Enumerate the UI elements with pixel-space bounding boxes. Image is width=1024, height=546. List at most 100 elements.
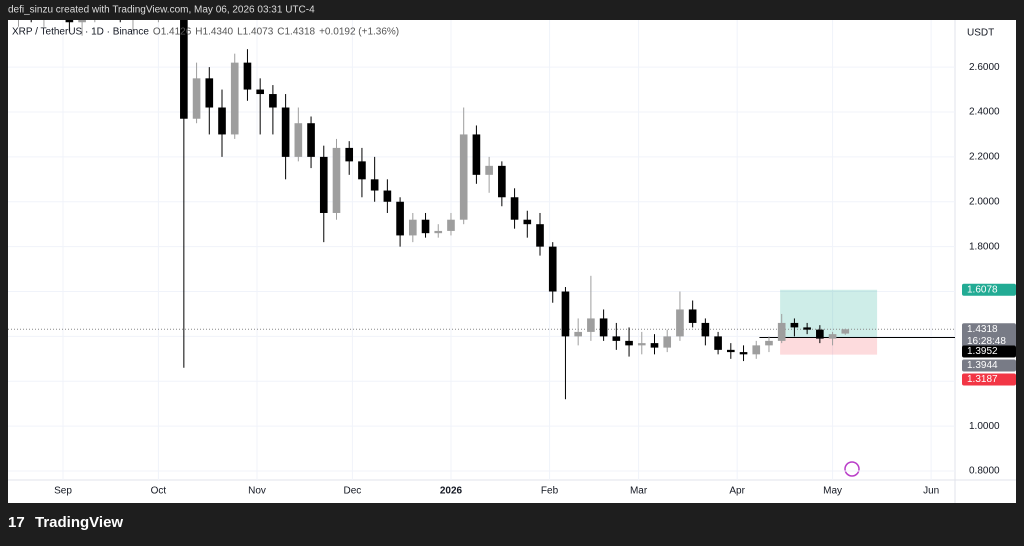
candle-body	[434, 230, 443, 234]
axes: 0.80001.00001.20001.40001.60001.80002.00…	[54, 62, 1016, 497]
y-tick-label: 1.8000	[969, 241, 1000, 252]
y-tick-label: 2.0000	[969, 196, 1000, 207]
candle-body	[218, 107, 226, 135]
candle-body	[510, 197, 519, 220]
candle-body	[701, 322, 710, 337]
candle-body	[828, 334, 837, 339]
candle-body	[383, 190, 392, 202]
x-tick-label: Dec	[343, 486, 361, 497]
candle-body	[281, 107, 290, 157]
chart-area	[8, 20, 1016, 503]
candle-body	[752, 345, 761, 355]
y-tick-label: 2.6000	[969, 62, 1000, 73]
candle-body	[777, 322, 786, 341]
candle-body	[765, 340, 773, 346]
candle-body	[408, 219, 417, 236]
price-tag-label: 1.3944	[967, 360, 998, 371]
x-tick-label: Apr	[729, 486, 745, 497]
candle-body	[625, 340, 633, 346]
y-tick-label: 2.4000	[969, 107, 1000, 118]
candle-body	[65, 20, 74, 23]
candle-body	[192, 78, 201, 119]
countdown: 16:28:48	[967, 336, 1006, 347]
price-tag-label: 1.3952	[967, 346, 998, 357]
x-tick-label: 2026	[440, 486, 463, 497]
candle-body	[663, 336, 672, 348]
logo: 17 TradingView	[8, 514, 123, 531]
x-tick-label: Feb	[541, 486, 559, 497]
y-tick-label: 0.8000	[969, 466, 1000, 477]
pane	[8, 20, 955, 480]
candle-body	[370, 179, 379, 191]
footer: TradingView	[35, 514, 123, 531]
candle-body	[332, 147, 341, 213]
watermark-icon	[844, 461, 860, 477]
candle-body	[612, 336, 621, 341]
x-tick-label: Sep	[54, 486, 72, 497]
candle-body	[256, 89, 264, 95]
candle-body	[816, 329, 824, 339]
candle-body	[180, 20, 188, 119]
candle-body	[790, 322, 799, 328]
candle-body	[205, 78, 214, 108]
y-tick-label: 1.0000	[969, 421, 1000, 432]
x-tick-label: Oct	[151, 486, 167, 497]
candle-body	[599, 318, 608, 337]
candle-body	[676, 309, 684, 337]
candle-body	[498, 165, 506, 198]
candle-body	[447, 219, 455, 231]
candle-body	[396, 201, 404, 236]
candle-body	[574, 331, 582, 337]
x-tick-label: Nov	[248, 486, 266, 497]
candle-body	[637, 343, 646, 346]
price-tag-label: 1.3187	[967, 374, 998, 385]
candle-body	[421, 219, 430, 234]
price-tag-label: 1.6078	[967, 284, 998, 295]
candle-body	[523, 219, 532, 225]
candle-body	[243, 62, 252, 90]
candle-body	[269, 94, 277, 108]
candle-body	[294, 123, 303, 157]
price-tag	[962, 359, 1016, 372]
candle-body	[650, 343, 659, 348]
candle-body	[803, 327, 811, 330]
candle-body	[587, 318, 595, 332]
header: defi_sinzu created with TradingView.com,…	[8, 5, 315, 16]
legend-value: O1.4126	[153, 27, 192, 38]
x-tick-label: May	[823, 486, 842, 497]
logo-mark: 17	[8, 514, 25, 531]
candle-body	[536, 224, 544, 247]
candle-body	[78, 20, 86, 23]
x-tick-label: Jun	[923, 486, 939, 497]
candle-body	[726, 349, 735, 353]
price-tag	[962, 283, 1016, 296]
candle-body	[841, 329, 850, 334]
candle-body	[739, 352, 748, 355]
candle-body	[472, 134, 481, 175]
candle-body	[561, 291, 570, 337]
candle-body	[485, 165, 493, 175]
candle-body	[345, 147, 354, 162]
legend-value: L1.4073	[237, 27, 274, 38]
price-tag	[962, 373, 1016, 386]
legend-symbol: XRP / TetherUS · 1D · Binance	[12, 27, 149, 38]
y-tick-label: 2.2000	[969, 152, 1000, 163]
candle-body	[307, 123, 315, 157]
legend-value: +0.0192 (+1.36%)	[319, 27, 399, 38]
stop-zone	[780, 337, 878, 355]
legend-value: H1.4340	[195, 27, 233, 38]
legend-value: C1.4318	[277, 27, 315, 38]
currency: USDT	[967, 28, 994, 39]
candle-body	[319, 156, 328, 213]
price-tag-label: 1.4318	[967, 324, 998, 335]
candle-body	[548, 246, 557, 292]
price-tag	[962, 345, 1016, 358]
price-tag	[962, 323, 1016, 348]
candle-body	[688, 309, 697, 323]
x-tick-label: Mar	[630, 486, 648, 497]
candle-body	[459, 134, 468, 220]
candle-body	[230, 62, 239, 135]
candle-body	[358, 161, 366, 180]
legend: XRP / TetherUS · 1D · Binance O1.4126 H1.…	[12, 27, 399, 38]
